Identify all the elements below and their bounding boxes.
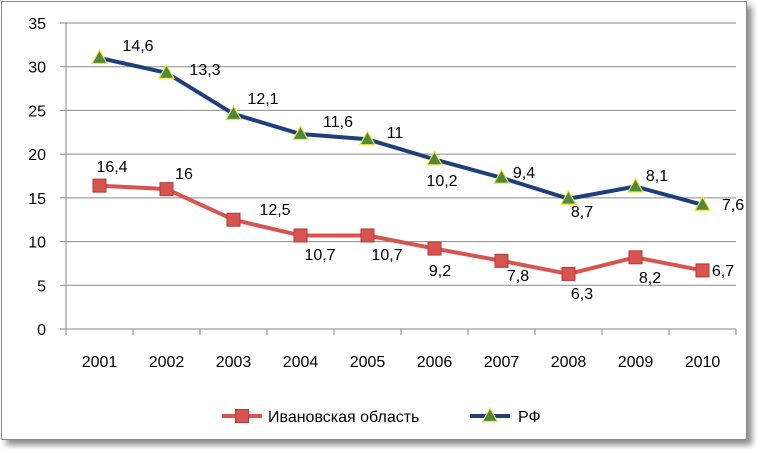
square-marker <box>235 409 249 423</box>
series-line <box>99 183 703 276</box>
triangle-marker <box>90 48 109 65</box>
data-label: 7,8 <box>507 268 529 285</box>
triangle-marker <box>492 168 511 184</box>
triangle-marker <box>481 406 499 423</box>
triangle-marker <box>693 195 712 211</box>
x-tick-label: 2007 <box>484 354 520 371</box>
data-label: 16 <box>175 166 193 183</box>
data-label: 8,2 <box>639 270 661 287</box>
data-label: 10,7 <box>304 247 335 264</box>
data-label: 16,4 <box>96 159 127 176</box>
y-tick-label: 10 <box>28 235 46 252</box>
legend: Ивановская область РФ <box>222 406 541 426</box>
y-tick-label: 35 <box>28 16 46 33</box>
y-tick-label: 30 <box>28 60 46 77</box>
triangle-marker <box>291 124 310 141</box>
x-tick-label: 2004 <box>283 354 319 371</box>
series <box>90 48 712 281</box>
data-label: 10,7 <box>371 247 402 264</box>
data-label: 11,6 <box>323 114 353 131</box>
x-tick-label: 2001 <box>82 354 118 371</box>
square-marker <box>159 182 174 197</box>
triangle-marker <box>358 130 377 146</box>
data-label: 11 <box>387 125 404 142</box>
square-marker <box>92 178 107 193</box>
y-tick-label: 0 <box>37 322 46 339</box>
square-marker <box>628 250 643 265</box>
square-marker <box>360 228 375 243</box>
legend-label: РФ <box>518 409 541 426</box>
triangle-marker <box>559 189 578 205</box>
data-label: 10,2 <box>426 173 457 190</box>
square-marker <box>561 266 576 281</box>
square-marker <box>695 263 710 278</box>
series-rf <box>90 48 712 211</box>
x-tick-label: 2008 <box>551 354 587 371</box>
x-tick-label: 2010 <box>685 354 721 371</box>
data-label: 13,3 <box>189 62 220 79</box>
axes: 0 5 10 15 20 25 30 35 2001 2002 2003 2004 2005 2006 20… <box>28 16 737 371</box>
square-marker <box>427 241 442 256</box>
legend-item: РФ <box>470 406 541 426</box>
legend-item: Ивановская область <box>222 409 419 426</box>
x-tick-label: 2005 <box>350 354 386 371</box>
series-line <box>99 56 704 207</box>
y-tick-label: 5 <box>37 278 46 295</box>
y-tick-label: 15 <box>28 191 46 208</box>
data-label: 9,2 <box>429 263 451 280</box>
x-tick-label: 2009 <box>618 354 654 371</box>
data-label: 6,7 <box>712 263 734 280</box>
x-tick-label: 2006 <box>417 354 453 371</box>
legend-label: Ивановская область <box>268 409 419 426</box>
triangle-marker <box>157 63 176 79</box>
data-label: 9,4 <box>513 165 535 182</box>
y-tick-label: 25 <box>28 103 46 120</box>
data-labels: 16,4 16 12,5 10,7 10,7 9,2 7,8 6,3 8,2 6,7 14,6 13,… <box>96 38 744 303</box>
data-label: 12,5 <box>259 202 290 219</box>
triangle-marker <box>425 150 444 166</box>
square-marker <box>226 212 241 227</box>
square-marker <box>494 253 509 268</box>
data-label: 12,1 <box>247 91 278 108</box>
x-tick-label: 2003 <box>216 354 252 371</box>
data-label: 8,1 <box>646 168 668 185</box>
square-marker <box>293 228 308 243</box>
data-label: 7,6 <box>722 197 744 214</box>
triangle-marker <box>224 104 243 121</box>
y-tick-label: 20 <box>28 147 46 164</box>
data-label: 8,7 <box>571 204 593 221</box>
x-tick-label: 2002 <box>149 354 185 371</box>
gridlines <box>66 22 736 286</box>
data-label: 6,3 <box>571 286 593 303</box>
data-label: 14,6 <box>122 38 153 55</box>
series-ivanovo <box>92 178 710 281</box>
chart-frame <box>1 1 747 440</box>
triangle-marker <box>626 177 645 193</box>
